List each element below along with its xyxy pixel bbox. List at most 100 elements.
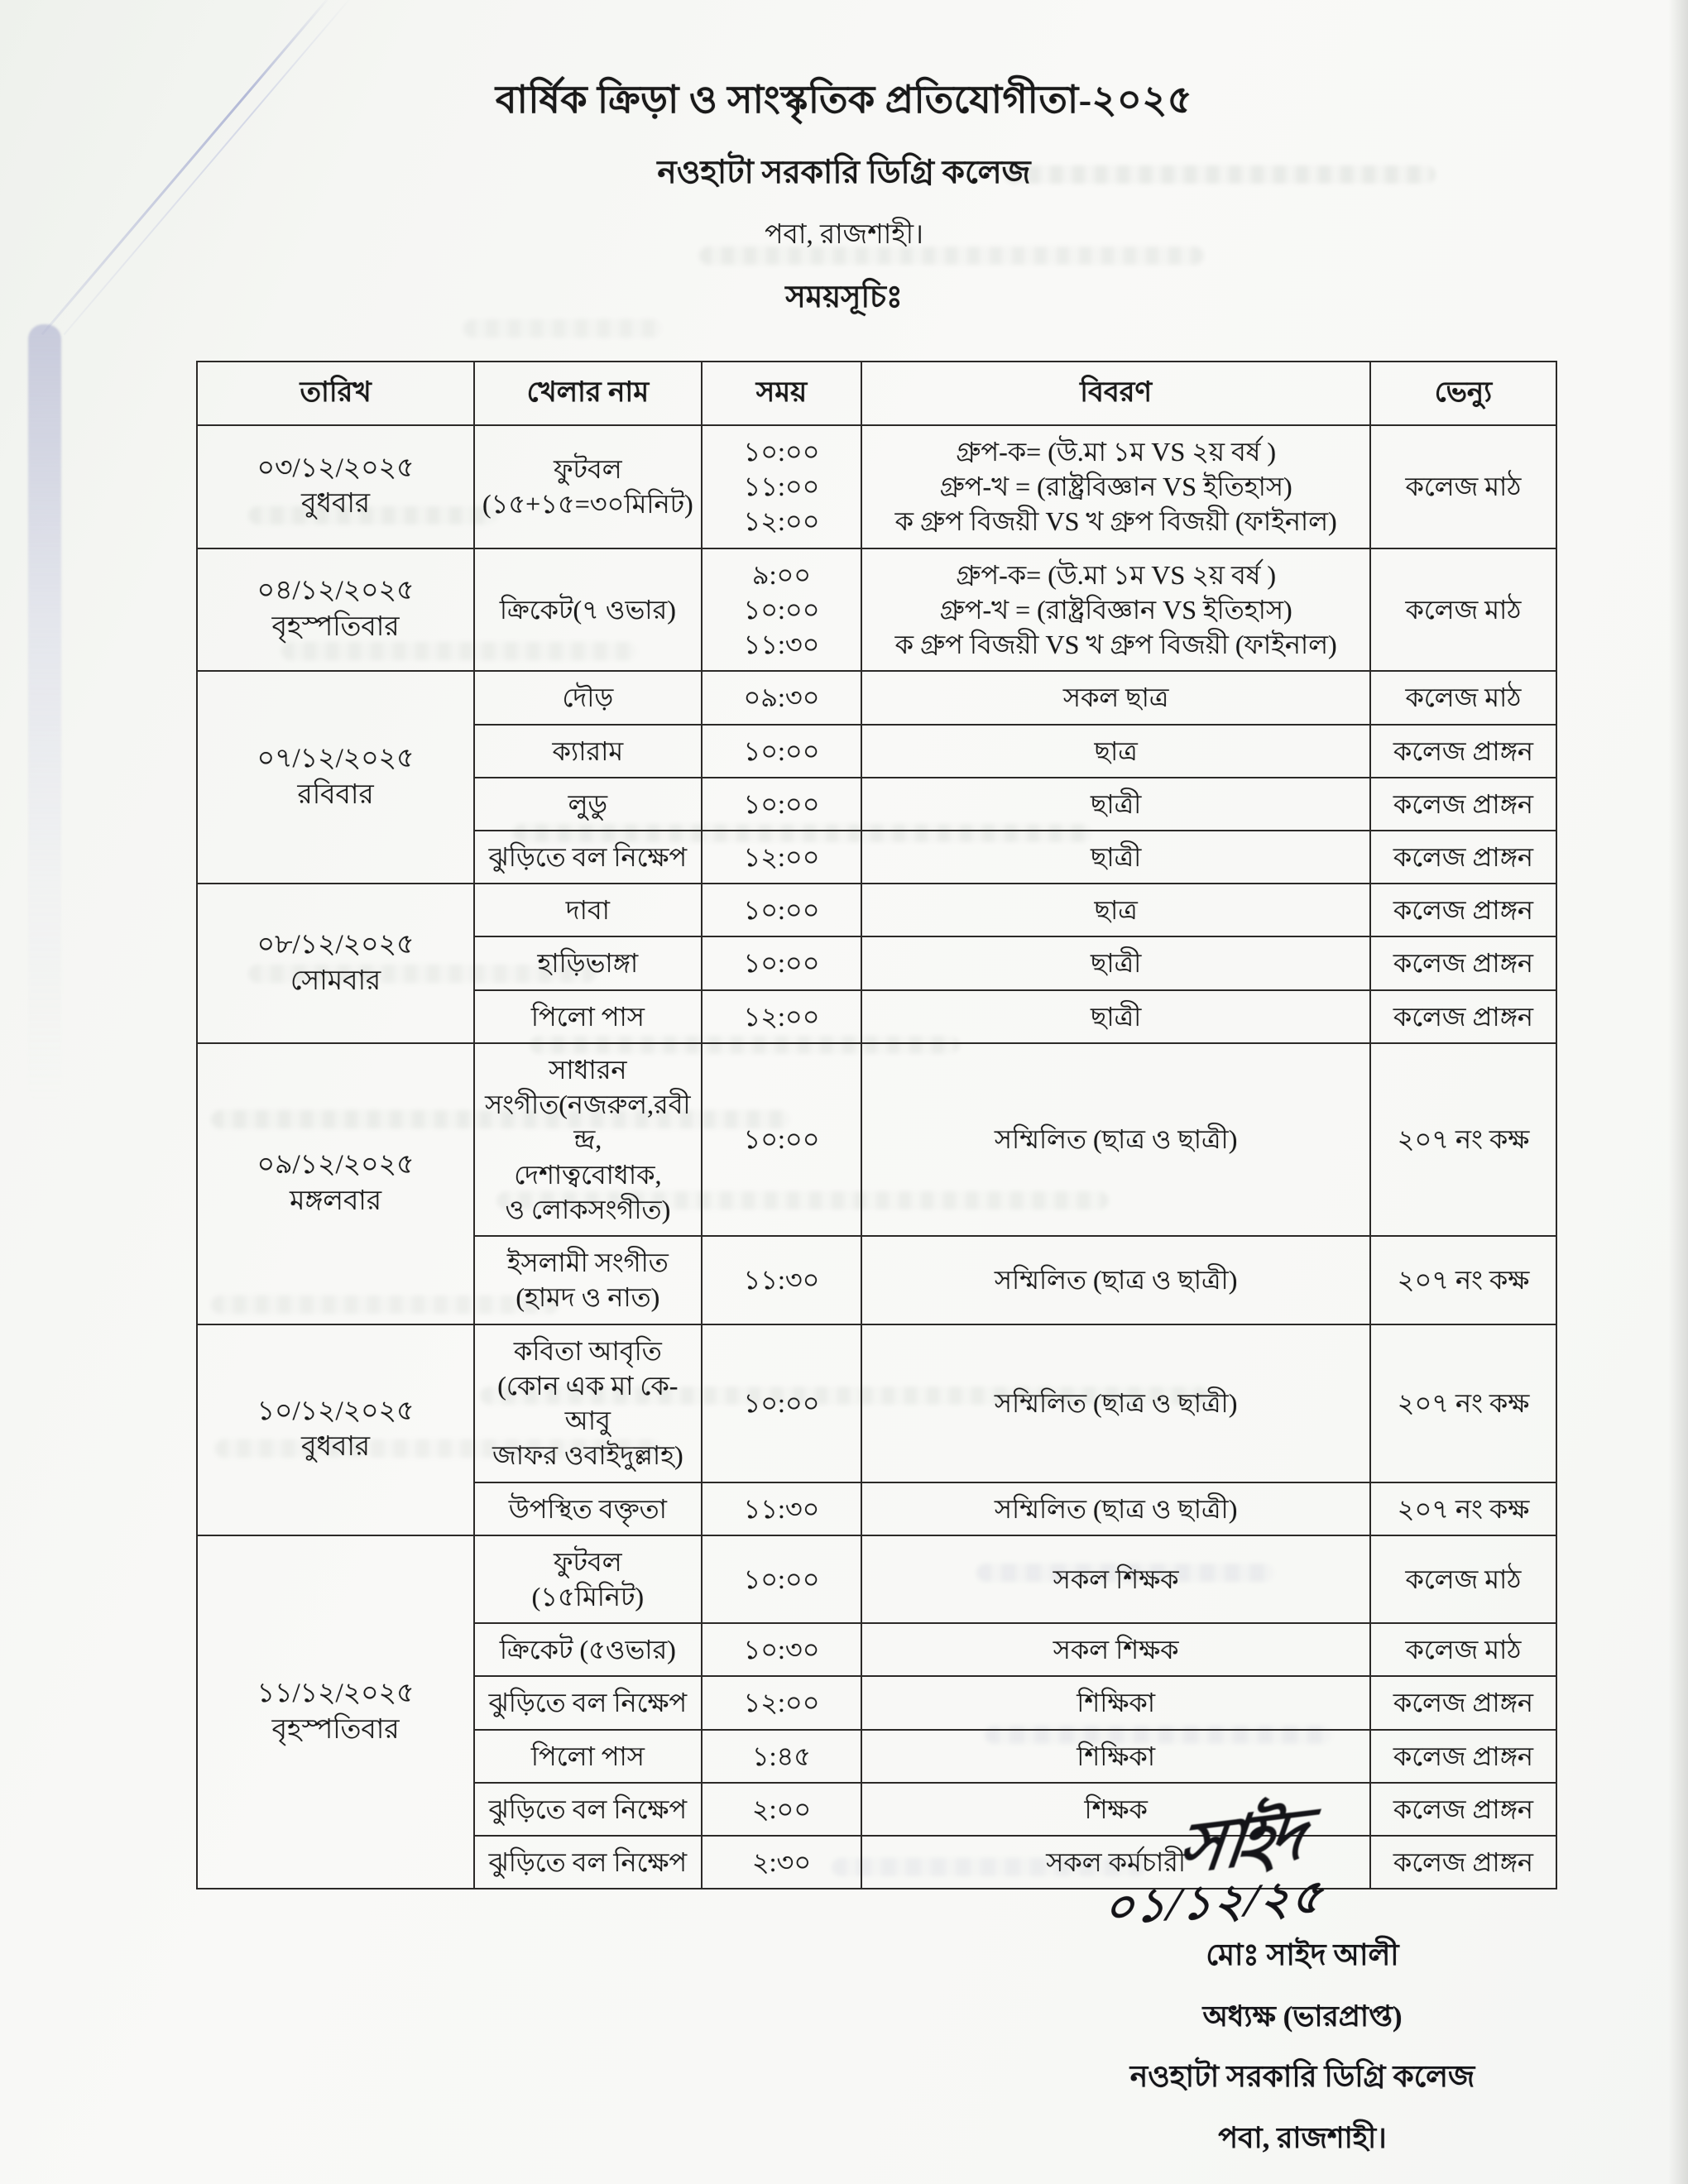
desc-cell: ছাত্রী (861, 776, 1371, 831)
desc-cell: সম্মিলিত (ছাত্র ও ছাত্রী) (861, 1235, 1371, 1325)
desc-cell: গ্রুপ-ক= (উ.মা ১ম VS ২য় বর্ষ ) গ্রুপ-খ =… (861, 424, 1371, 549)
document-header: বার্ষিক ক্রিড়া ও সাংস্কৃতিক প্রতিযোগীতা… (0, 0, 1688, 324)
table-row: ০৪/১২/২০২৫ বৃহস্পতিবার ক্রিকেট(৭ ওভার) ৯:০০… (195, 547, 1558, 673)
table-row: ০৭/১২/২০২৫ রবিবার দৌড় ০৯:৩০ সকল ছাত্র কলেজ ম… (195, 670, 1558, 885)
time-cell: ২:৩০ (700, 1835, 863, 1890)
game-cell: হাড়িভাঙ্গা (473, 936, 703, 991)
page-edge-shadow (28, 324, 61, 1102)
table-row: ঝুড়িতে বল নিক্ষেপ ২:৩০ সকল কর্মচারী কলেজ প… (197, 1835, 1558, 1890)
time-cell: ১০:৩০ (700, 1622, 863, 1678)
time-cell: ৯:০০ ১০:০০ ১১:৩০ (700, 547, 863, 673)
venue-cell: কলেজ প্রাঙ্গন (1369, 1835, 1558, 1890)
game-cell: ইসলামী সংগীত (হামদ ও নাত) (473, 1235, 703, 1325)
signatory-location: পবা, রাজশাহী। (1218, 2122, 1387, 2154)
column-header: খেলার নাম (473, 361, 703, 426)
schedule-table: তারিখ খেলার নাম সময় বিবরণ ভেন্যু ০৩/১২/২০২৫… (195, 361, 1558, 1890)
venue-cell: কলেজ প্রাঙ্গন (1369, 1675, 1558, 1731)
game-cell: লুডু (473, 776, 703, 831)
date-cell: ০৮/১২/২০২৫ সোমবার (195, 883, 476, 1044)
table-row: ক্রিকেট (৫ওভার) ১০:৩০ সকল শিক্ষক কলেজ মাঠ (197, 1622, 1558, 1678)
time-cell: ১২:০০ (700, 829, 863, 885)
table-row: পিলো পাস ১২:০০ ছাত্রী কলেজ প্রাঙ্গন (197, 989, 1558, 1044)
time-cell: ১০:০০ (700, 936, 863, 991)
date-cell: ১১/১২/২০২৫ বৃহস্পতিবার (195, 1534, 476, 1890)
time-cell: ১১:৩০ (700, 1235, 863, 1325)
game-cell: পিলো পাস (473, 989, 703, 1044)
desc-cell: ছাত্র (861, 723, 1371, 778)
signatory-designation: অধ্যক্ষ (ভারপ্রাপ্ত) (1202, 2000, 1403, 2033)
time-cell: ১১:৩০ (700, 1481, 863, 1536)
time-cell: ১০:০০ (700, 1042, 863, 1238)
desc-cell: ছাত্রী (861, 936, 1371, 991)
date-cell: ০৪/১২/২০২৫ বৃহস্পতিবার (195, 547, 476, 673)
venue-cell: কলেজ প্রাঙ্গন (1369, 776, 1558, 831)
desc-cell: ছাত্র (861, 883, 1371, 938)
venue-cell: কলেজ মাঠ (1369, 670, 1558, 726)
signature-block: সাইদ ০১/১২/২৫ মোঃ সাইদ আলী অধ্যক্ষ (ভারপ… (1038, 1796, 1567, 2164)
venue-cell: কলেজ মাঠ (1369, 1534, 1558, 1625)
table-row: ঝুড়িতে বল নিক্ষেপ ১২:০০ ছাত্রী কলেজ প্রাঙ্… (197, 829, 1558, 885)
venue-cell: ২০৭ নং কক্ষ (1369, 1323, 1558, 1483)
table-row: ঝুড়িতে বল নিক্ষেপ ২:০০ শিক্ষক কলেজ প্রাঙ্গ… (197, 1781, 1558, 1837)
desc-cell: সকল শিক্ষক (861, 1622, 1371, 1678)
game-cell: কবিতা আবৃতি (কোন এক মা কে- আবু জাফর ওবাইদু… (473, 1323, 703, 1483)
date-cell: ০৩/১২/২০২৫ বুধবার (195, 424, 476, 549)
game-cell: দৌড় (473, 670, 703, 726)
game-cell: ক্রিকেট(৭ ওভার) (473, 547, 703, 673)
game-cell: ফুটবল (১৫মিনিট) (473, 1534, 703, 1625)
desc-cell: শিক্ষিকা (861, 1675, 1371, 1731)
game-cell: ঝুড়িতে বল নিক্ষেপ (473, 1835, 703, 1890)
handwritten-date: ০১/১২/২৫ (1101, 1870, 1326, 1935)
desc-cell: গ্রুপ-ক= (উ.মা ১ম VS ২য় বর্ষ ) গ্রুপ-খ =… (861, 547, 1371, 673)
venue-cell: কলেজ প্রাঙ্গন (1369, 1781, 1558, 1837)
table-row: পিলো পাস ১:৪৫ শিক্ষিকা কলেজ প্রাঙ্গন (197, 1728, 1558, 1784)
game-cell: ক্রিকেট (৫ওভার) (473, 1622, 703, 1678)
venue-cell: কলেজ প্রাঙ্গন (1369, 883, 1558, 938)
venue-cell: কলেজ প্রাঙ্গন (1369, 723, 1558, 778)
time-cell: ১২:০০ (700, 1675, 863, 1731)
table-row: ইসলামী সংগীত (হামদ ও নাত) ১১:৩০ সম্মিলিত (ছ… (197, 1235, 1558, 1325)
time-cell: ১০:০০ ১১:০০ ১২:০০ (700, 424, 863, 549)
table-row: ঝুড়িতে বল নিক্ষেপ ১২:০০ শিক্ষিকা কলেজ প্রা… (197, 1675, 1558, 1731)
game-cell: ঝুড়িতে বল নিক্ষেপ (473, 1781, 703, 1837)
document-title: বার্ষিক ক্রিড়া ও সাংস্কৃতিক প্রতিযোগীতা… (495, 79, 1193, 121)
signatory-institution: নওহাটা সরকারি ডিগ্রি কলেজ (1129, 2060, 1475, 2093)
table-row: লুডু ১০:০০ ছাত্রী কলেজ প্রাঙ্গন (197, 776, 1558, 831)
column-header: বিবরণ (861, 361, 1371, 426)
game-cell: ক্যারাম (473, 723, 703, 778)
desc-cell: শিক্ষিকা (861, 1728, 1371, 1784)
venue-cell: কলেজ মাঠ (1369, 424, 1558, 549)
game-cell: সাধারন সংগীত(নজরুল,রবীন্দ্র, দেশাত্ববোধাক,… (473, 1042, 703, 1238)
table-row: ১০/১২/২০২৫ বুধবার কবিতা আবৃতি (কোন এক মা কে… (195, 1323, 1558, 1536)
time-cell: ১০:০০ (700, 1323, 863, 1483)
desc-cell: সকল ছাত্র (861, 670, 1371, 726)
desc-cell: ছাত্রী (861, 989, 1371, 1044)
time-cell: ১:৪৫ (700, 1728, 863, 1784)
game-cell: ঝুড়িতে বল নিক্ষেপ (473, 829, 703, 885)
desc-cell: সম্মিলিত (ছাত্র ও ছাত্রী) (861, 1042, 1371, 1238)
institution-name: নওহাটা সরকারি ডিগ্রি কলেজ (657, 155, 1031, 190)
table-body: ০৩/১২/২০২৫ বুধবার ফুটবল (১৫+১৫=৩০মিনিট) ১০:০… (195, 424, 1558, 1890)
column-header: তারিখ (195, 361, 476, 426)
handwritten-area: সাইদ ০১/১২/২৫ (1038, 1796, 1567, 1934)
table-row: ১১/১২/২০২৫ বৃহস্পতিবার ফুটবল (১৫মিনিট) ১০:০০… (195, 1534, 1558, 1890)
venue-cell: কলেজ প্রাঙ্গন (1369, 1728, 1558, 1784)
time-cell: ০৯:৩০ (700, 670, 863, 726)
time-cell: ১০:০০ (700, 776, 863, 831)
venue-cell: কলেজ প্রাঙ্গন (1369, 829, 1558, 885)
desc-cell: শিক্ষক (861, 1781, 1371, 1837)
header-row: তারিখ খেলার নাম সময় বিবরণ ভেন্যু (195, 361, 1558, 426)
column-header: ভেন্যু (1369, 361, 1558, 426)
game-cell: পিলো পাস (473, 1728, 703, 1784)
table-row: ০৩/১২/২০২৫ বুধবার ফুটবল (১৫+১৫=৩০মিনিট) ১০:০… (195, 424, 1558, 549)
table-row: ক্যারাম ১০:০০ ছাত্র কলেজ প্রাঙ্গন (197, 723, 1558, 778)
date-cell: ০৭/১২/২০২৫ রবিবার (195, 670, 476, 885)
desc-cell: সকল শিক্ষক (861, 1534, 1371, 1625)
time-cell: ১০:০০ (700, 1534, 863, 1625)
venue-cell: কলেজ প্রাঙ্গন (1369, 989, 1558, 1044)
venue-cell: ২০৭ নং কক্ষ (1369, 1235, 1558, 1325)
venue-cell: কলেজ মাঠ (1369, 547, 1558, 673)
desc-cell: সম্মিলিত (ছাত্র ও ছাত্রী) (861, 1323, 1371, 1483)
venue-cell: কলেজ মাঠ (1369, 1622, 1558, 1678)
